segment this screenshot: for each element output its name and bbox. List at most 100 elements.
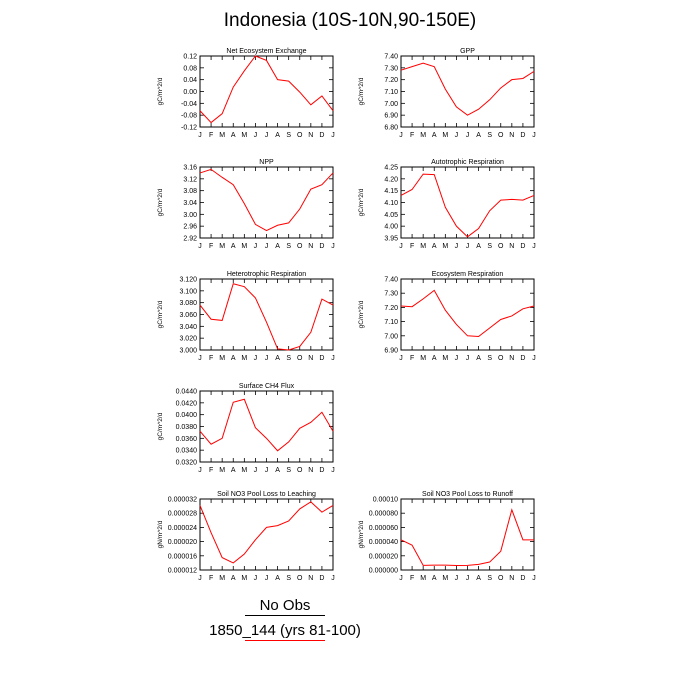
x-tick-label: A [432,132,437,139]
x-tick-label: A [275,467,280,474]
x-tick-label: A [476,575,481,582]
x-tick-label: N [509,355,514,362]
y-tick-label: 0.000016 [168,553,197,560]
y-tick-label: 3.000 [179,348,197,355]
series-line [400,62,535,116]
y-tick-label: 7.40 [384,277,398,284]
y-tick-label: 2.96 [183,224,197,231]
y-tick-label: 0.000020 [168,539,197,546]
legend-obs-line [245,615,325,616]
x-tick-label: A [432,575,437,582]
y-axis-label: gC/m^2/d [157,77,164,105]
y-tick-label: 7.00 [384,101,398,108]
y-tick-label: 0.000060 [369,525,398,532]
y-tick-label: 3.060 [179,312,197,319]
chart-panel: Soil NO3 Pool Loss to Leaching gN/m^2/d 0.… [157,491,335,582]
x-tick-label: M [442,243,448,250]
x-tick-label: N [509,243,514,250]
series-line [400,289,535,338]
panel-title: Surface CH4 Flux [239,383,295,390]
y-tick-label: 0.04 [183,77,197,84]
panel-title: GPP [460,48,475,55]
x-tick-label: J [265,355,269,362]
chart-panel: Ecosystem Respiration gC/m^2/d 6.90 7.00 7.1… [358,271,536,362]
y-tick-label: 2.92 [183,236,197,243]
x-tick-label: S [286,132,291,139]
x-tick-label: M [241,243,247,250]
x-tick-label: J [532,243,536,250]
legend-obs-label: No Obs [259,597,311,614]
x-tick-label: M [420,355,426,362]
x-tick-label: M [241,132,247,139]
y-tick-label: 0.000032 [168,497,197,504]
x-tick-label: J [198,355,202,362]
x-tick-label: J [198,575,202,582]
x-tick-label: F [410,575,414,582]
y-tick-label: 0.00010 [373,497,398,504]
plot-frame [199,278,334,351]
x-tick-label: J [455,355,459,362]
x-tick-label: A [231,243,236,250]
x-tick-label: J [466,575,470,582]
y-axis-label: gN/m^2/d [358,520,365,548]
x-tick-label: M [241,467,247,474]
x-tick-label: J [265,132,269,139]
x-tick-label: S [487,575,492,582]
chart-panel: Heterotrophic Respiration gC/m^2/d 3.000 3.… [157,271,335,362]
x-tick-label: J [254,132,258,139]
x-tick-label: N [308,132,313,139]
x-tick-label: J [265,575,269,582]
y-tick-label: -0.04 [181,101,197,108]
y-tick-label: 0.0340 [176,448,198,455]
y-tick-label: 3.00 [183,212,197,219]
x-tick-label: N [308,575,313,582]
y-tick-label: 0.0360 [176,436,198,443]
y-tick-label: 0.0420 [176,400,198,407]
x-tick-label: O [297,467,303,474]
y-tick-label: 7.10 [384,319,398,326]
y-tick-label: 0.12 [183,54,197,61]
y-tick-label: 3.080 [179,300,197,307]
x-tick-label: J [265,243,269,250]
x-tick-label: M [442,575,448,582]
x-tick-label: D [319,355,324,362]
y-tick-label: 6.90 [384,348,398,355]
series-line [199,501,334,564]
y-axis-label: gC/m^2/d [157,412,164,440]
y-tick-label: 7.30 [384,291,398,298]
x-tick-label: O [297,243,303,250]
x-tick-label: M [219,243,225,250]
y-tick-label: -0.08 [181,113,197,120]
y-tick-label: 0.000040 [369,539,398,546]
x-tick-label: J [532,575,536,582]
x-tick-label: M [219,132,225,139]
x-tick-label: J [399,243,403,250]
panel-title: Net Ecosystem Exchange [226,48,306,55]
y-tick-label: 6.90 [384,113,398,120]
x-tick-label: J [331,243,335,250]
x-tick-label: N [308,355,313,362]
x-tick-label: O [297,355,303,362]
y-tick-label: 0.0380 [176,424,198,431]
panel-title: Soil NO3 Pool Loss to Runoff [422,491,513,498]
x-tick-label: F [410,355,414,362]
x-tick-label: S [487,132,492,139]
x-tick-label: N [308,243,313,250]
x-tick-label: J [455,243,459,250]
x-tick-label: S [487,355,492,362]
y-tick-label: 4.25 [384,165,398,172]
x-tick-label: M [241,575,247,582]
plot-frame [199,390,334,463]
x-tick-label: O [498,355,504,362]
y-tick-label: 3.04 [183,200,197,207]
y-tick-label: 0.000000 [369,568,398,575]
x-tick-label: S [286,575,291,582]
x-tick-label: D [520,243,525,250]
x-tick-label: M [420,132,426,139]
x-tick-label: N [509,132,514,139]
series-line [199,55,334,124]
x-tick-label: D [319,575,324,582]
chart-panel: Surface CH4 Flux gC/m^2/d 0.0320 0.0340 0.03… [157,383,335,474]
x-tick-label: J [331,467,335,474]
